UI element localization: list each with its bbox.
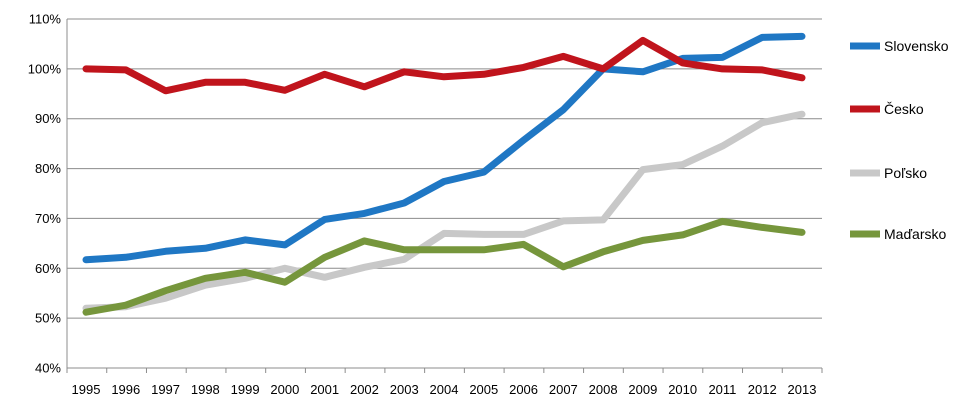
x-tick-label: 2011 xyxy=(708,382,736,397)
legend-label: Česko xyxy=(884,101,924,117)
y-tick-label: 100% xyxy=(28,61,62,76)
y-tick-label: 70% xyxy=(35,211,61,226)
legend: Slovensko Česko Poľsko Maďarsko xyxy=(850,38,949,242)
y-tick-label: 90% xyxy=(35,111,61,126)
x-tick-label: 2002 xyxy=(350,382,379,397)
x-tick-labels: 1995 1996 1997 1998 1999 2000 2001 2002 2003 2004… xyxy=(72,382,817,397)
series-line-Slovensko xyxy=(82,32,806,264)
legend-label: Maďarsko xyxy=(884,226,947,242)
x-tick-label: 1998 xyxy=(191,382,220,397)
legend-label: Slovensko xyxy=(884,38,949,54)
y-tick-labels: 40% 50% 60% 70% 80% 90% 100% 110% xyxy=(28,12,62,376)
x-tick-label: 2012 xyxy=(748,382,777,397)
x-tick-label: 1995 xyxy=(72,382,101,397)
series-line-Česko xyxy=(82,36,806,95)
x-tick-label: 2003 xyxy=(390,382,419,397)
x-tick-label: 2006 xyxy=(509,382,538,397)
x-tick-label: 2000 xyxy=(270,382,299,397)
x-tick-label: 2004 xyxy=(430,382,459,397)
gridlines xyxy=(67,18,822,319)
series-line-Maďarsko xyxy=(82,217,806,316)
x-tick-label: 1997 xyxy=(151,382,180,397)
x-tick-label: 2001 xyxy=(310,382,339,397)
x-tick-label: 1999 xyxy=(231,382,260,397)
x-tick-label: 2007 xyxy=(549,382,578,397)
x-tick-label: 2013 xyxy=(788,382,817,397)
x-tick-label: 1996 xyxy=(111,382,140,397)
x-tick-label: 2008 xyxy=(589,382,618,397)
y-tick-label: 50% xyxy=(35,311,61,326)
y-tick-label: 60% xyxy=(35,261,61,276)
y-tick-label: 80% xyxy=(35,161,61,176)
x-tick-label: 2010 xyxy=(668,382,697,397)
x-tick-label: 2009 xyxy=(628,382,657,397)
y-tick-label: 110% xyxy=(29,12,62,27)
axes xyxy=(66,19,823,373)
series-lines xyxy=(82,32,806,316)
legend-label: Poľsko xyxy=(884,165,927,181)
y-tick-label: 40% xyxy=(35,361,61,376)
x-tick-label: 2005 xyxy=(469,382,498,397)
series-line-Poľsko xyxy=(82,110,806,312)
